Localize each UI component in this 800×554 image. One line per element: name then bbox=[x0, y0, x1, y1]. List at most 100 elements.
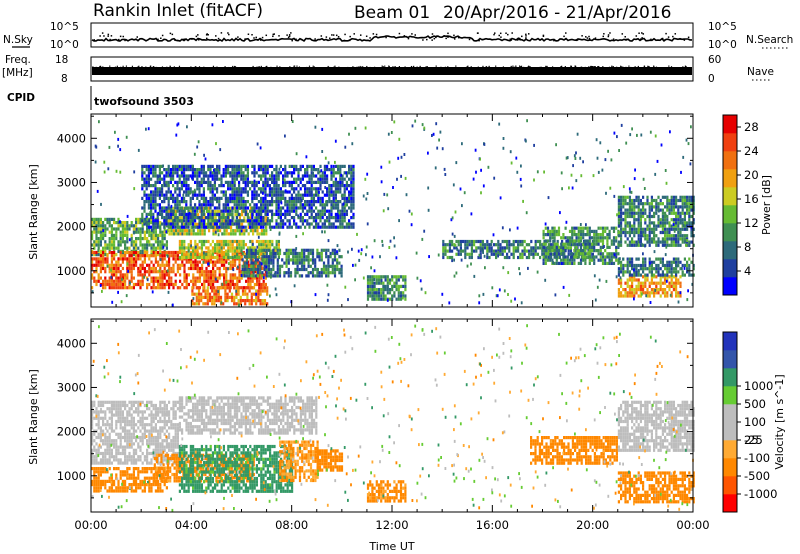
colorbar-tick: -1000 bbox=[744, 487, 777, 501]
colorbar-tick: -100 bbox=[744, 451, 770, 465]
y-tick-label: 2000 bbox=[57, 425, 86, 439]
power-region bbox=[191, 286, 269, 306]
velocity-cells bbox=[91, 324, 695, 512]
beam-label: Beam 01 bbox=[354, 3, 430, 23]
velocity-region bbox=[530, 436, 618, 465]
colorbar-swatch bbox=[723, 440, 737, 459]
velocity-scatter bbox=[91, 324, 694, 512]
velocity-region bbox=[316, 449, 344, 472]
power-cells bbox=[91, 119, 695, 307]
colorbar-tick: 500 bbox=[744, 397, 766, 411]
cpid-value: twofsound 3503 bbox=[94, 95, 194, 108]
colorbar-swatch bbox=[723, 169, 737, 188]
colorbar-tick: 24 bbox=[744, 144, 759, 158]
cpid-label: CPID bbox=[7, 92, 35, 104]
y-tick-label: 3000 bbox=[57, 380, 86, 394]
nsky-label: N.Sky bbox=[3, 34, 33, 46]
colorbar-tick: 4 bbox=[744, 264, 751, 278]
y-tick-label: 1000 bbox=[57, 469, 86, 483]
nsearch-label: N.Search bbox=[746, 34, 793, 46]
colorbar-swatch bbox=[723, 494, 737, 513]
colorbar-swatch bbox=[723, 223, 737, 242]
colorbar-tick: 100 bbox=[744, 415, 766, 429]
velocity-x-ticks: 00:00 04:00 08:00 12:00 16:00 20:00 00:00 bbox=[74, 319, 710, 532]
colorbar-tick: -25 bbox=[744, 433, 763, 447]
x-tick-label: 16:00 bbox=[476, 518, 509, 532]
colorbar-swatch bbox=[723, 386, 737, 405]
nsearch-tick-bottom: 10^0 bbox=[708, 39, 737, 51]
velocity-region bbox=[617, 400, 695, 452]
nave-tick-top: 60 bbox=[708, 54, 721, 66]
x-tick-label: 20:00 bbox=[576, 518, 609, 532]
freq-tick-bottom: 8 bbox=[61, 73, 68, 85]
power-scatter bbox=[91, 119, 694, 307]
colorbar-swatch bbox=[723, 368, 737, 387]
colorbar-swatch bbox=[723, 404, 737, 423]
colorbar-tick: 8 bbox=[744, 240, 751, 254]
nsky-tick-top: 10^5 bbox=[50, 21, 79, 33]
colorbar-swatch bbox=[723, 476, 737, 495]
freq-label: Freq. bbox=[5, 54, 31, 66]
power-x-ticks bbox=[90, 114, 694, 307]
nsky-trace bbox=[91, 32, 692, 43]
velocity-colorbar-label: Velocity [m s^-1] bbox=[773, 374, 786, 469]
velocity-y-ticks: 1000 2000 3000 4000 bbox=[57, 320, 693, 499]
colorbar-swatch bbox=[723, 259, 737, 278]
power-region bbox=[617, 195, 695, 247]
power-colorbar-label: Power [dB] bbox=[760, 175, 773, 235]
power-y-ticks: 1000 2000 3000 4000 bbox=[57, 115, 693, 294]
x-tick-label: 08:00 bbox=[275, 518, 308, 532]
freq-tick-top: 18 bbox=[55, 54, 68, 66]
nsky-tick-bottom: 10^0 bbox=[50, 39, 79, 51]
colorbar-tick: 16 bbox=[744, 192, 759, 206]
x-tick-label: 00:00 bbox=[74, 518, 107, 532]
power-region bbox=[617, 257, 695, 277]
station-title: Rankin Inlet (fitACF) bbox=[93, 1, 263, 21]
colorbar-swatch bbox=[723, 458, 737, 477]
velocity-region bbox=[178, 444, 294, 493]
x-tick-label: 00:00 bbox=[676, 518, 709, 532]
y-tick-label: 1000 bbox=[57, 264, 86, 278]
colorbar-swatch bbox=[723, 422, 737, 441]
power-y-axis-label: Slant Range [km] bbox=[27, 164, 40, 260]
power-region bbox=[542, 226, 620, 265]
velocity-region bbox=[178, 396, 318, 435]
freq-panel: Freq. [MHz] 18 8 60 0 Nave bbox=[2, 54, 774, 85]
y-tick-label: 4000 bbox=[57, 336, 86, 350]
velocity-region bbox=[366, 480, 407, 503]
x-tick-label: 04:00 bbox=[175, 518, 208, 532]
freq-unit: [MHz] bbox=[2, 67, 33, 79]
y-tick-label: 3000 bbox=[57, 175, 86, 189]
velocity-y-axis-label: Slant Range [km] bbox=[27, 369, 40, 465]
nave-tick-bottom: 0 bbox=[708, 73, 715, 85]
colorbar-swatch bbox=[723, 133, 737, 152]
colorbar-tick: -500 bbox=[744, 469, 770, 483]
colorbar-swatch bbox=[723, 332, 737, 351]
nave-label: Nave bbox=[747, 66, 774, 78]
colorbar-tick: 28 bbox=[744, 120, 759, 134]
y-tick-label: 4000 bbox=[57, 131, 86, 145]
colorbar-tick: 12 bbox=[744, 216, 759, 230]
colorbar-swatch bbox=[723, 350, 737, 369]
colorbar-tick: 25 bbox=[744, 433, 759, 447]
y-tick-label: 2000 bbox=[57, 220, 86, 234]
colorbar-swatch bbox=[723, 241, 737, 260]
velocity-panel: 1000 2000 3000 4000 00:00 04:00 08:00 12:00 16:… bbox=[27, 318, 710, 553]
power-region bbox=[91, 217, 168, 257]
power-region bbox=[617, 275, 682, 298]
colorbar-swatch bbox=[723, 151, 737, 170]
nsky-panel: N.Sky 10^5 10^0 10^5 10^0 N.Search bbox=[3, 21, 793, 51]
colorbar-tick: 20 bbox=[744, 168, 759, 182]
colorbar-swatch bbox=[723, 277, 737, 296]
freq-trace bbox=[92, 65, 692, 75]
colorbar-swatch bbox=[723, 115, 737, 134]
colorbar-tick: 1000 bbox=[744, 379, 773, 393]
x-tick-label: 12:00 bbox=[375, 518, 408, 532]
colorbar-swatch bbox=[723, 205, 737, 224]
power-region bbox=[366, 275, 407, 301]
power-colorbar: Power [dB] 4 8 12 16 20 24 28 bbox=[722, 114, 773, 296]
power-panel: 1000 2000 3000 4000 Slant Range [km] bbox=[27, 113, 695, 308]
x-axis-label: Time UT bbox=[368, 540, 414, 553]
